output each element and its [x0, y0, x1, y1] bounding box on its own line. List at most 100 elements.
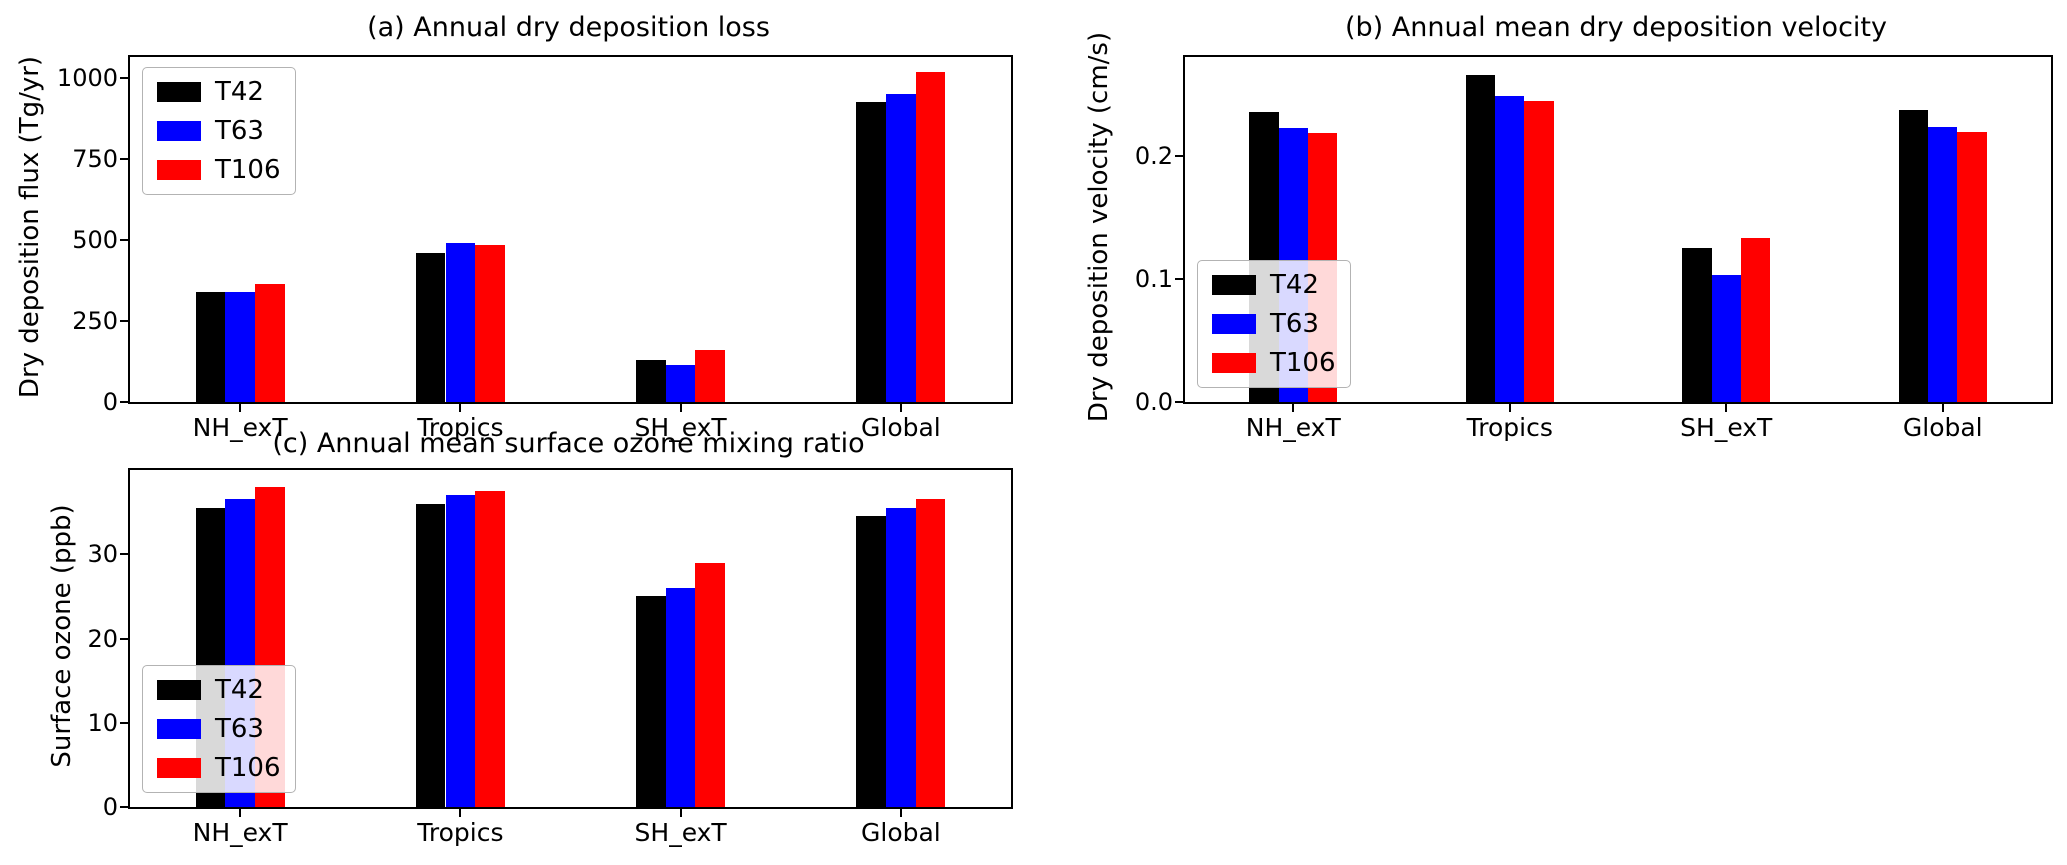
x-tick-label: SH_exT	[634, 818, 727, 847]
legend-swatch-T42	[1212, 275, 1256, 295]
x-tick-label: Global	[861, 413, 941, 442]
bar-T63-SH_exT	[665, 587, 696, 807]
bar-T42-Tropics	[415, 252, 446, 402]
x-tick-mark	[679, 809, 682, 817]
legend-swatch-T63	[157, 121, 201, 141]
legend-swatch-T63	[157, 719, 201, 739]
x-tick-mark	[459, 809, 462, 817]
x-tick-label: Tropics	[417, 413, 504, 442]
legend-label: T42	[215, 675, 264, 705]
y-axis-label: Dry deposition velocity (cm/s)	[1084, 31, 1114, 423]
x-tick-mark	[239, 809, 242, 817]
y-tick-label: 0.1	[1134, 264, 1173, 293]
legend-label: T106	[215, 155, 281, 185]
x-tick-label: NH_exT	[192, 818, 288, 847]
y-tick-label: 10	[87, 708, 118, 737]
x-tick-mark	[899, 809, 902, 817]
legend-swatch-T42	[157, 680, 201, 700]
x-tick-label: Tropics	[417, 818, 504, 847]
bar-T42-Global	[856, 516, 886, 807]
y-tick-label: 750	[72, 145, 118, 174]
legend-item-T106: T106	[157, 155, 281, 185]
bar-T42-SH_exT	[636, 359, 666, 402]
y-tick-mark	[120, 806, 128, 808]
chart-title: (a) Annual dry deposition loss	[367, 12, 770, 43]
y-tick-label: 500	[72, 226, 118, 255]
x-tick-mark	[899, 404, 902, 412]
x-tick-mark	[459, 404, 462, 412]
chart-title: (c) Annual mean surface ozone mixing rat…	[272, 428, 865, 459]
y-tick-mark	[1175, 277, 1183, 280]
plot-area: 0.0 0.1 0.2 NH_exT Tropics SH_exT Global T42 T63…	[1135, 55, 2053, 442]
x-tick-label: NH_exT	[1245, 413, 1341, 442]
bar-T63-Global	[1928, 127, 1958, 402]
legend: T42 T63 T106	[1197, 260, 1351, 388]
bar-T63-NH_exT	[225, 291, 255, 402]
bar-T42-Global	[1898, 109, 1929, 402]
bar-T106-SH_exT	[1740, 238, 1771, 402]
bar-T63-Global	[886, 94, 916, 402]
x-tick-label: SH_exT	[634, 413, 727, 442]
y-tick-mark	[1175, 154, 1183, 157]
bar-T42-Global	[856, 102, 886, 402]
legend-swatch-T63	[1212, 314, 1256, 334]
bar-T63-SH_exT	[1711, 275, 1741, 402]
bar-T106-NH_exT	[254, 283, 285, 402]
bar-T42-Tropics	[1465, 75, 1496, 402]
bar-T106-SH_exT	[695, 562, 726, 807]
y-tick-mark	[120, 239, 128, 242]
legend-label: T63	[1270, 309, 1319, 339]
y-tick-mark	[120, 637, 128, 640]
legend-item-T42: T42	[157, 77, 281, 107]
x-tick-mark	[1508, 404, 1511, 412]
bar-T106-NH_exT	[1307, 133, 1338, 402]
legend-swatch-T42	[157, 82, 201, 102]
legend-item-T63: T63	[157, 714, 281, 744]
bar-T106-Tropics	[475, 491, 505, 807]
x-tick-label: Global	[1902, 413, 1983, 442]
y-tick-mark	[120, 401, 128, 403]
x-tick-mark	[679, 404, 682, 412]
legend-item-T106: T106	[1212, 348, 1336, 378]
y-tick-mark	[120, 158, 128, 161]
legend-label: T106	[1270, 348, 1336, 378]
legend-label: T42	[215, 77, 264, 107]
legend-swatch-T106	[157, 758, 201, 778]
bar-T63-Tropics	[445, 243, 476, 402]
x-tick-mark	[1941, 404, 1944, 412]
bar-T106-NH_exT	[254, 486, 285, 807]
x-tick-label: Global	[861, 818, 941, 847]
bar-T42-SH_exT	[636, 596, 666, 807]
bar-T63-Tropics	[1495, 96, 1525, 402]
y-tick-label: 0.2	[1134, 141, 1173, 170]
chart-title: (b) Annual mean dry deposition velocity	[1345, 12, 1887, 43]
bar-T63-Tropics	[445, 495, 476, 807]
legend-item-T63: T63	[157, 116, 281, 146]
x-tick-mark	[1725, 404, 1728, 412]
bar-T42-Tropics	[415, 503, 446, 807]
bar-T63-SH_exT	[665, 364, 696, 402]
y-tick-label: 0	[102, 388, 118, 416]
x-tick-label: NH_exT	[192, 413, 288, 442]
legend-swatch-T106	[1212, 353, 1256, 373]
y-tick-label: 0	[102, 793, 118, 821]
legend-label: T63	[215, 714, 264, 744]
legend: T42 T63 T106	[142, 665, 296, 793]
y-tick-mark	[1175, 401, 1183, 403]
y-axis-label: Dry deposition flux (Tg/yr)	[15, 55, 45, 399]
bar-T106-SH_exT	[695, 350, 726, 402]
y-tick-mark	[120, 77, 128, 80]
legend-item-T106: T106	[157, 753, 281, 783]
plot-area: 0 10 20 30 NH_exT Tropics SH_exT Global T42 T63 T1…	[87, 468, 1013, 847]
legend-item-T42: T42	[1212, 270, 1336, 300]
x-tick-mark	[1292, 404, 1295, 412]
legend-label: T106	[215, 753, 281, 783]
bar-T42-NH_exT	[195, 291, 226, 402]
legend-label: T42	[1270, 270, 1319, 300]
legend: T42 T63 T106	[142, 67, 296, 195]
legend-swatch-T106	[157, 160, 201, 180]
x-tick-label: Tropics	[1466, 413, 1553, 442]
